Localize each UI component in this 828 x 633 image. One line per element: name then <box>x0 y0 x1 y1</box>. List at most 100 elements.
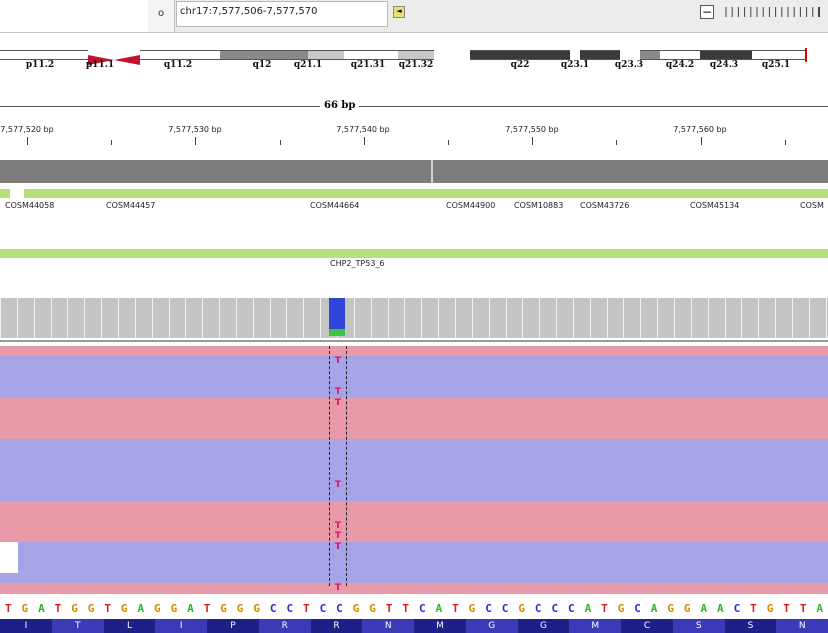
cosmic-track-gap <box>10 189 24 198</box>
zoom-out-button[interactable]: − <box>700 5 714 19</box>
sequence-base: T <box>54 602 62 615</box>
coverage-divider <box>741 298 743 338</box>
ruler-tick <box>616 140 618 145</box>
ruler-position-label: 7,577,530 bp <box>168 125 222 134</box>
sequence-base: G <box>236 602 244 615</box>
mismatch-base: T <box>334 521 342 532</box>
sequence-base: T <box>783 602 790 615</box>
gene-track-divider <box>431 160 433 183</box>
ruler-tick <box>700 137 702 145</box>
ruler-tick <box>195 137 197 145</box>
sequence-base: C <box>534 602 542 615</box>
sequence-base: C <box>286 602 294 615</box>
mismatch-base: T <box>334 397 342 408</box>
coverage-divider <box>707 298 709 338</box>
cosmic-track-bar[interactable] <box>0 189 828 198</box>
coverage-divider <box>589 298 591 338</box>
coverage-divider <box>775 298 777 338</box>
ruler-tick <box>448 140 449 145</box>
sequence-base: T <box>402 602 410 615</box>
cosmic-feature-label[interactable]: COSM44058 <box>5 201 55 210</box>
ideogram-band-label: p11.2 <box>25 60 55 70</box>
mismatch-base: T <box>334 582 342 593</box>
cosmic-feature-label[interactable]: COSM10883 <box>514 201 564 210</box>
amplicon-label: CHP2_TP53_6 <box>330 259 385 268</box>
coverage-divider <box>353 298 355 338</box>
coverage-snp-ref[interactable] <box>329 298 345 329</box>
coverage-divider <box>454 298 456 338</box>
sequence-base: C <box>551 602 559 615</box>
sequence-base: A <box>717 602 724 615</box>
read-forward[interactable] <box>0 582 828 595</box>
coverage-divider <box>202 298 204 338</box>
ideogram-band[interactable] <box>220 50 308 60</box>
coverage-divider <box>488 298 490 338</box>
coverage-divider <box>134 298 136 338</box>
ideogram-band[interactable] <box>752 50 806 60</box>
sequence-base: G <box>518 602 525 615</box>
bookmark-icon[interactable]: ◄ <box>393 6 405 18</box>
genome-selector[interactable] <box>0 0 149 32</box>
coverage-divider <box>674 298 675 338</box>
coverage-divider <box>117 298 119 338</box>
ideogram-band-label: q24.2 <box>665 60 695 70</box>
sequence-base: G <box>468 602 476 615</box>
ideogram-bands <box>0 48 828 65</box>
coverage-divider <box>556 298 558 338</box>
ideogram-band[interactable] <box>700 50 752 60</box>
cosmic-feature-label[interactable]: COSM44664 <box>310 201 360 210</box>
coverage-divider <box>640 298 642 338</box>
amino-acid: P <box>207 619 259 633</box>
sequence-base: A <box>137 602 145 615</box>
sequence-base: C <box>568 602 575 615</box>
ideogram-band[interactable] <box>88 50 140 65</box>
sequence-base: G <box>683 602 691 615</box>
sequence-base: C <box>634 602 641 615</box>
cosmic-feature-label[interactable]: COSM <box>800 201 824 210</box>
ideogram-band[interactable] <box>0 50 88 60</box>
gene-track[interactable] <box>0 160 828 183</box>
ruler-span-line <box>0 106 828 107</box>
amino-acid: G <box>517 619 570 633</box>
cosmic-feature-label[interactable]: COSM44457 <box>106 201 156 210</box>
ruler-tick <box>363 137 365 145</box>
coverage-divider <box>219 298 221 338</box>
amplicon-bar[interactable] <box>0 249 828 258</box>
ruler-tick <box>279 140 281 145</box>
ideogram-band-label: q21.32 <box>398 60 434 70</box>
coverage-snp-alt[interactable] <box>329 329 345 336</box>
ideogram-band[interactable] <box>140 50 220 60</box>
sequence-base: G <box>220 602 227 615</box>
ideogram-band[interactable] <box>640 50 660 60</box>
coverage-track[interactable] <box>0 298 828 338</box>
ideogram-band[interactable] <box>308 50 344 60</box>
sequence-base: A <box>700 602 708 615</box>
sequence-base: G <box>369 602 376 615</box>
sequence-base: T <box>750 602 757 615</box>
coverage-divider <box>758 298 760 338</box>
sequence-base: G <box>71 602 78 615</box>
coverage-divider <box>539 298 541 338</box>
ideogram-band[interactable] <box>660 50 700 60</box>
coverage-divider <box>791 298 793 338</box>
cosmic-feature-label[interactable]: COSM43726 <box>580 201 630 210</box>
amino-acid: I <box>0 619 52 633</box>
ideogram-band[interactable] <box>344 50 398 60</box>
ideogram-band[interactable] <box>470 50 570 60</box>
ideogram-band[interactable] <box>580 50 620 60</box>
ideogram-band-label: q23.1 <box>560 60 590 70</box>
amino-acid: N <box>362 619 415 633</box>
chromosome-ideogram[interactable]: p11.2 p11.1 q11.2 q12 q21.1 q21.31 q21.32 q22 q2… <box>0 46 828 76</box>
ideogram-band[interactable] <box>398 50 434 60</box>
locus-input[interactable]: chr17:7,577,506-7,577,570 <box>176 1 388 27</box>
cosmic-feature-label[interactable]: COSM45134 <box>690 201 740 210</box>
coverage-divider <box>572 298 574 338</box>
go-button[interactable]: o <box>148 0 175 32</box>
sequence-base: T <box>4 602 12 615</box>
sequence-base: C <box>336 602 343 615</box>
sequence-base: G <box>87 602 95 615</box>
zoom-slider[interactable] <box>724 5 824 19</box>
cosmic-feature-label[interactable]: COSM44900 <box>446 201 496 210</box>
